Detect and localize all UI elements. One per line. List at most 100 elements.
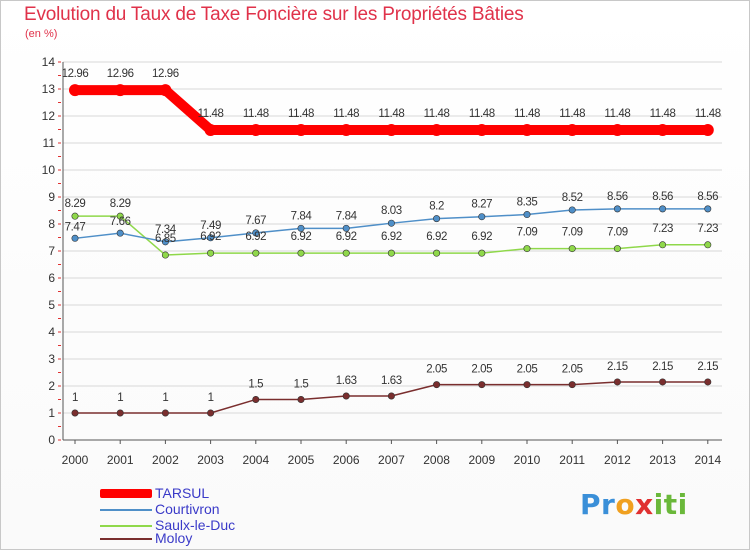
logo-letter: o [615,488,636,521]
point-courtivron-2012 [613,205,621,213]
data-label-saulx-le-duc-2013: 7.23 [652,223,673,235]
point-courtivron-2008 [433,215,441,223]
y-tick-label-1: 1 [48,406,55,420]
x-tick-label-2008: 2008 [423,453,450,467]
y-tick-label-10: 10 [42,163,56,177]
point-saulx-le-duc-2007 [387,249,395,257]
point-saulx-le-duc-2009 [478,249,486,257]
point-tarsul-2004 [249,124,262,137]
point-tarsul-2009 [475,124,488,137]
point-courtivron-2013 [659,205,667,213]
data-label-courtivron-2004: 7.67 [245,215,266,227]
legend-swatch-moloy [100,538,152,540]
data-label-tarsul-2001: 12.96 [107,68,134,80]
legend-label-moloy: Moloy [155,530,193,546]
point-saulx-le-duc-2006 [342,249,350,257]
data-label-saulx-le-duc-2003: 6.92 [200,231,221,243]
data-label-tarsul-2005: 11.48 [288,108,314,120]
point-moloy-2007 [387,392,395,400]
data-label-tarsul-2012: 11.48 [604,108,630,120]
data-label-moloy-2002: 1 [162,392,168,404]
point-moloy-2010 [523,381,531,389]
y-tick-label-11: 11 [43,136,56,150]
data-label-moloy-2001: 1 [117,392,123,404]
logo-letter: x [635,488,654,521]
data-label-courtivron-2006: 7.84 [336,210,358,222]
data-label-tarsul-2007: 11.48 [378,108,404,120]
point-tarsul-2010 [521,124,533,137]
y-tick-label-8: 8 [48,217,55,231]
y-tick-label-0: 0 [48,433,55,447]
chart-title: Evolution du Taux de Taxe Foncière sur l… [24,4,524,25]
data-label-moloy-2012: 2.15 [607,361,628,373]
y-tick-label-6: 6 [48,271,55,285]
point-courtivron-2002 [161,238,169,246]
data-label-tarsul-2014: 11.48 [695,108,721,120]
data-label-courtivron-2011: 8.52 [562,192,583,204]
data-label-moloy-2013: 2.15 [652,361,673,373]
data-label-tarsul-2009: 11.48 [469,108,495,120]
data-label-tarsul-2013: 11.48 [650,108,676,120]
point-courtivron-2011 [568,206,576,214]
point-saulx-le-duc-2001 [116,212,124,220]
point-tarsul-2008 [430,124,443,137]
point-courtivron-2001 [116,229,124,237]
point-tarsul-2014 [701,124,714,137]
logo-letter: P [580,488,602,521]
data-label-saulx-le-duc-2014: 7.23 [697,223,718,235]
data-label-courtivron-2003: 7.49 [200,220,221,232]
point-saulx-le-duc-2005 [297,249,305,257]
point-moloy-2014 [704,378,712,386]
data-label-tarsul-2000: 12.96 [62,68,89,80]
point-tarsul-2006 [340,124,353,137]
data-label-saulx-le-duc-2001: 8.29 [110,198,131,210]
x-tick-label-2002: 2002 [152,453,179,467]
point-courtivron-2004 [252,229,260,237]
x-tick-label-2011: 2011 [559,453,585,467]
point-moloy-2001 [116,409,124,417]
data-label-courtivron-2010: 8.35 [517,197,538,209]
data-label-courtivron-2008: 8.2 [429,201,444,213]
x-tick-label-2014: 2014 [694,453,721,467]
data-label-tarsul-2006: 11.48 [333,108,359,120]
data-label-courtivron-2005: 7.84 [291,210,313,222]
point-saulx-le-duc-2002 [161,251,169,259]
point-tarsul-2005 [295,124,307,137]
point-tarsul-2002 [159,84,172,97]
y-tick-label-14: 14 [42,55,56,69]
x-tick-label-2009: 2009 [468,453,495,467]
x-tick-label-2010: 2010 [514,453,541,467]
point-courtivron-2005 [297,224,305,232]
data-label-tarsul-2003: 11.48 [198,108,224,120]
x-tick-label-2012: 2012 [604,453,631,467]
data-label-courtivron-2007: 8.03 [381,205,402,217]
point-courtivron-2003 [207,234,215,242]
data-label-saulx-le-duc-2007: 6.92 [381,231,402,243]
x-tick-label-2003: 2003 [197,453,224,467]
point-courtivron-2009 [478,213,486,221]
point-moloy-2013 [659,378,667,386]
y-tick-label-9: 9 [48,190,55,204]
unit-label: (en %) [25,28,58,40]
data-label-saulx-le-duc-2011: 7.09 [562,227,583,239]
y-tick-label-3: 3 [48,352,55,366]
point-saulx-le-duc-2011 [568,245,576,253]
data-label-moloy-2005: 1.5 [294,379,309,391]
data-label-courtivron-2000: 7.47 [65,221,86,233]
point-saulx-le-duc-2012 [613,245,621,253]
data-label-courtivron-2013: 8.56 [652,191,673,203]
point-tarsul-2011 [566,124,579,137]
legend-swatch-tarsul [100,489,152,498]
data-label-saulx-le-duc-2010: 7.09 [517,227,538,239]
legend-label-courtivron: Courtivron [155,501,220,517]
x-tick-label-2007: 2007 [378,453,405,467]
point-moloy-2011 [568,381,576,389]
y-tick-label-5: 5 [48,298,55,312]
data-label-courtivron-2001: 7.66 [110,216,131,228]
point-courtivron-2007 [387,219,395,227]
data-label-moloy-2006: 1.63 [336,375,357,387]
data-label-tarsul-2002: 12.96 [152,68,179,80]
point-saulx-le-duc-2014 [704,241,712,249]
point-tarsul-2013 [656,124,669,137]
